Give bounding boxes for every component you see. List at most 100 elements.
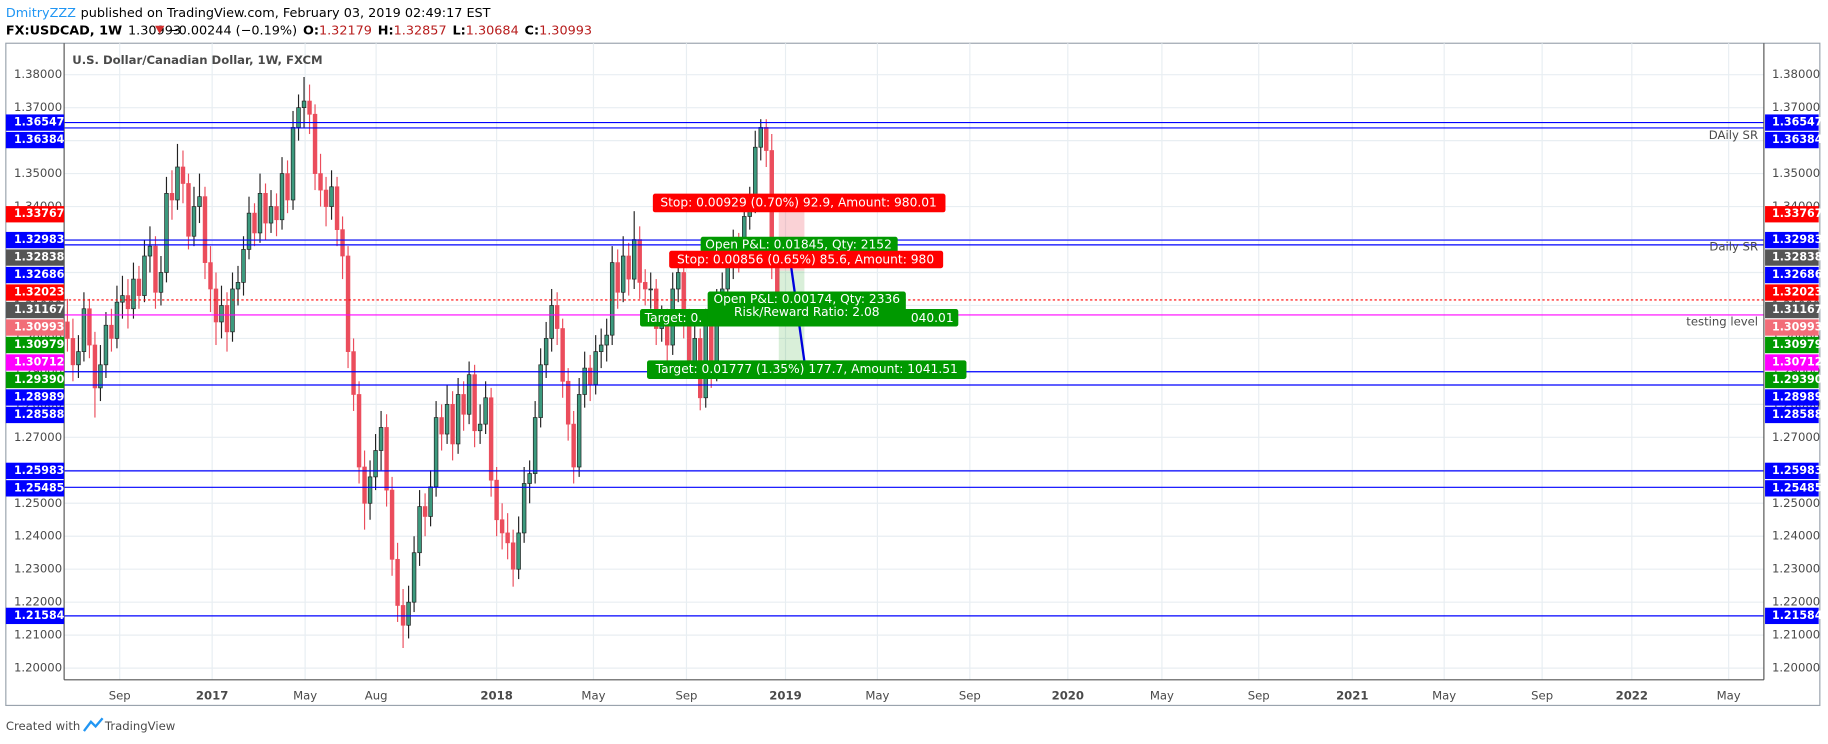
x-tick-label: May bbox=[293, 689, 317, 703]
candle-body bbox=[318, 173, 323, 191]
candle-body bbox=[587, 367, 593, 385]
candle-body bbox=[444, 404, 450, 435]
candle-body bbox=[279, 173, 285, 221]
x-tick-label: 2021 bbox=[1336, 689, 1368, 703]
price-label-box bbox=[5, 319, 65, 336]
l-label: L: bbox=[452, 23, 465, 38]
candle-body bbox=[164, 193, 169, 273]
candle-body bbox=[169, 193, 175, 201]
candle-body bbox=[109, 324, 114, 339]
candle-body bbox=[334, 186, 340, 230]
candle-body bbox=[725, 265, 730, 290]
price-label: 1.32983 bbox=[1772, 233, 1822, 246]
candle-body bbox=[642, 282, 648, 290]
candle-body bbox=[433, 417, 439, 488]
candle-body bbox=[527, 473, 532, 484]
note: testing level bbox=[1686, 314, 1758, 328]
price-label: 1.21584 bbox=[14, 609, 65, 622]
x-tick-label: 2017 bbox=[196, 689, 228, 703]
candle-body bbox=[285, 173, 290, 201]
candle-body bbox=[406, 601, 411, 626]
price-label-box bbox=[5, 336, 65, 354]
y-tick-label: 1.25000 bbox=[1772, 496, 1820, 510]
candle-body bbox=[246, 212, 252, 250]
price-label: 1.30993 bbox=[14, 321, 64, 334]
pnl-box bbox=[707, 291, 906, 321]
candle-body bbox=[516, 532, 521, 570]
candle-body bbox=[301, 100, 307, 109]
y-tick-label: 1.23000 bbox=[1772, 562, 1820, 576]
candle-body bbox=[142, 255, 147, 296]
candle-body bbox=[147, 245, 153, 257]
h-label: H: bbox=[378, 23, 394, 38]
y-tick-label: 1.25000 bbox=[14, 496, 62, 510]
candle-body bbox=[494, 479, 499, 521]
candle-body bbox=[345, 255, 351, 352]
x-tick-label: May bbox=[1432, 689, 1456, 703]
y-tick-label: 1.27000 bbox=[14, 430, 62, 444]
ratio-text: Risk/Reward Ratio: 2.08 bbox=[734, 305, 880, 319]
candle-body bbox=[505, 532, 510, 544]
candle-body bbox=[598, 344, 604, 352]
candle-body bbox=[219, 305, 224, 323]
candle-body bbox=[384, 427, 389, 491]
down-arrow bbox=[155, 25, 165, 34]
x-tick-label: Sep bbox=[1531, 689, 1553, 703]
candle-body bbox=[538, 364, 543, 418]
price-label-box bbox=[1765, 301, 1819, 319]
candle-body bbox=[175, 166, 180, 201]
x-tick-label: 2018 bbox=[480, 689, 512, 703]
candles bbox=[65, 76, 780, 648]
candle-body bbox=[593, 351, 598, 385]
x-tick-label: Sep bbox=[109, 689, 131, 703]
candle-body bbox=[488, 397, 494, 481]
candle-body bbox=[637, 239, 642, 283]
pnl-box bbox=[700, 236, 898, 254]
price-label-box bbox=[5, 114, 65, 131]
price-label-box bbox=[1765, 231, 1819, 249]
candle-body bbox=[499, 519, 505, 534]
price-label-box bbox=[1765, 406, 1819, 424]
candle-body bbox=[521, 483, 527, 534]
stop-box bbox=[669, 250, 944, 269]
y-tick-label: 1.20000 bbox=[14, 661, 62, 675]
logo bbox=[83, 717, 104, 732]
price-label-box bbox=[1765, 462, 1819, 480]
price-label: 1.32686 bbox=[1772, 268, 1823, 281]
price-label-box bbox=[1765, 319, 1819, 336]
position-tool[interactable]: Stop: 0.00929 (0.70%) 92.9, Amount: 980.… bbox=[640, 193, 967, 379]
x-tick-label: May bbox=[581, 689, 605, 703]
target-text: Target: 0.01777 (1.35%) 177.7, Amount: 1… bbox=[655, 362, 958, 376]
candle-body bbox=[257, 193, 263, 234]
candle-body bbox=[98, 364, 103, 389]
candle-body bbox=[186, 183, 191, 237]
candle-body bbox=[180, 166, 186, 184]
candle-body bbox=[274, 206, 279, 221]
candle-body bbox=[510, 542, 516, 570]
price-label: 1.25983 bbox=[14, 464, 64, 477]
candle-body bbox=[87, 308, 92, 346]
author[interactable]: DmitryZZZ bbox=[6, 5, 76, 20]
candle-body bbox=[648, 288, 653, 291]
price-label-box bbox=[5, 462, 65, 480]
close: 1.30993 bbox=[539, 23, 592, 38]
y-tick-label: 1.22000 bbox=[14, 595, 62, 609]
candle-body bbox=[290, 127, 296, 201]
quote-ohlc: −0.00244 (−0.19%) O:1.32179 H:1.32857 L:1.3… bbox=[168, 23, 592, 38]
c-label: C: bbox=[525, 23, 540, 38]
candle-body bbox=[263, 193, 268, 224]
x-tick-label: Sep bbox=[675, 689, 697, 703]
candle-body bbox=[268, 206, 274, 224]
target-text: 040.01 bbox=[911, 311, 954, 325]
price-label: 1.28588 bbox=[14, 408, 65, 421]
price-label: 1.29390 bbox=[1772, 373, 1823, 386]
candle-body bbox=[92, 344, 98, 389]
candle-body bbox=[125, 295, 131, 310]
target-text: Target: 0. bbox=[644, 311, 703, 325]
footer-brand[interactable]: TradingView bbox=[104, 719, 176, 733]
price-label-box bbox=[5, 301, 65, 319]
candle-body bbox=[230, 288, 235, 333]
price-label-box bbox=[5, 131, 65, 149]
x-tick-label: 2022 bbox=[1616, 689, 1648, 703]
candle-body bbox=[224, 305, 230, 333]
